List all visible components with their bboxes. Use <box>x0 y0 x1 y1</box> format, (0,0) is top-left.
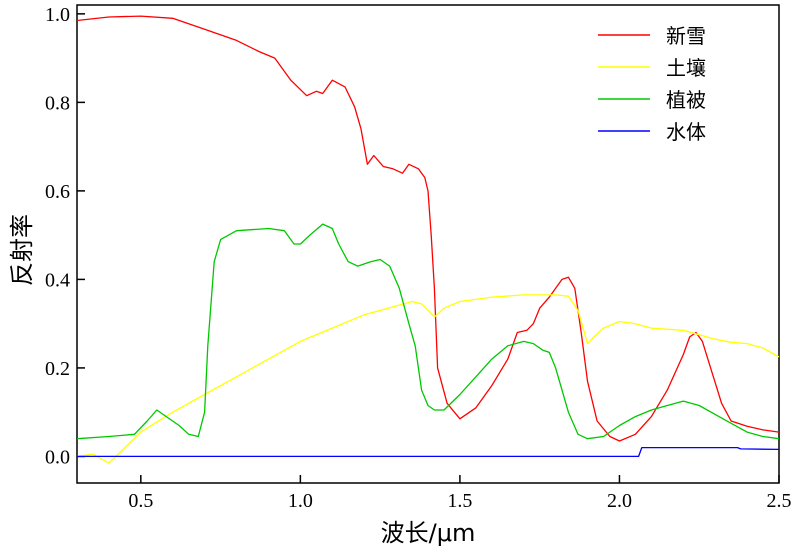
y-tick-label: 0.6 <box>45 181 70 203</box>
legend-label-2: 植被 <box>666 88 706 112</box>
legend-label-1: 土壤 <box>666 56 706 80</box>
series-line-0 <box>76 15 780 442</box>
y-tick-label: 0.4 <box>45 269 70 291</box>
x-tick-label: 2.5 <box>767 490 792 512</box>
legend-label-3: 水体 <box>666 120 706 144</box>
x-tick-label: 0.5 <box>128 490 153 512</box>
y-tick-label: 1.0 <box>45 4 70 26</box>
x-tick-label: 1.5 <box>447 490 472 512</box>
ticks: 0.5 1.0 1.5 2.0 2.5 0.0 0.2 0.4 0.6 0.8 1.0 <box>45 4 792 512</box>
x-tick-label: 2.0 <box>607 490 632 512</box>
x-tick-label: 1.0 <box>288 490 313 512</box>
legend-label-0: 新雪 <box>666 24 706 48</box>
series-layer <box>76 15 780 464</box>
series-line-2 <box>76 223 780 440</box>
y-axis-title: 反射率 <box>8 214 36 286</box>
series-line-3 <box>77 446 780 458</box>
plot-frame <box>76 4 780 484</box>
series-line-1 <box>76 294 780 464</box>
y-tick-label: 0.0 <box>45 446 70 468</box>
y-tick-label: 0.2 <box>45 358 70 380</box>
y-tick-label: 0.8 <box>45 92 70 114</box>
x-axis-title: 波长/μm <box>381 519 476 547</box>
